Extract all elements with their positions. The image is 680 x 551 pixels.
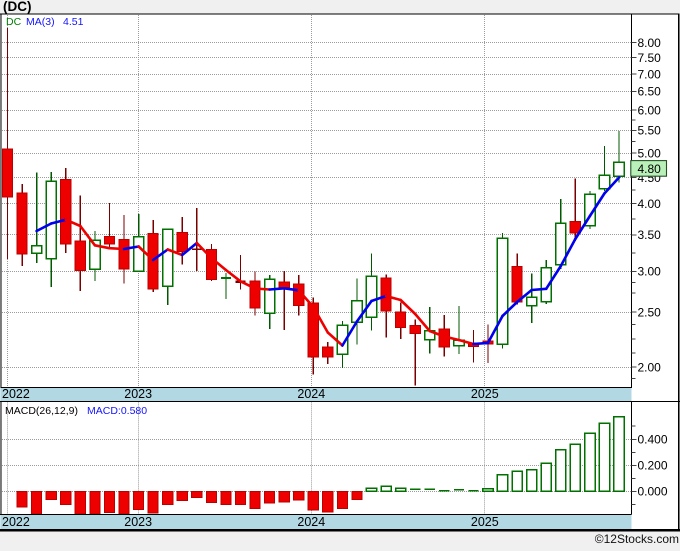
svg-text:0.000: 0.000 — [638, 485, 668, 499]
svg-text:©12Stocks.com: ©12Stocks.com — [595, 532, 679, 546]
svg-text:0.200: 0.200 — [638, 459, 668, 473]
svg-text:2023: 2023 — [124, 387, 152, 401]
svg-text:5.00: 5.00 — [638, 146, 662, 160]
svg-text:2024: 2024 — [297, 387, 325, 401]
svg-text:2025: 2025 — [471, 387, 499, 401]
svg-text:2.50: 2.50 — [638, 305, 662, 319]
svg-text:2024: 2024 — [297, 515, 325, 529]
svg-text:MA(3): MA(3) — [26, 16, 55, 28]
svg-text:6.00: 6.00 — [638, 103, 662, 117]
svg-text:5.50: 5.50 — [638, 124, 662, 138]
svg-text:0.400: 0.400 — [638, 433, 668, 447]
svg-text:4.51: 4.51 — [63, 16, 84, 28]
svg-text:2022: 2022 — [2, 515, 30, 529]
svg-text:DC: DC — [6, 16, 22, 28]
svg-text:8.00: 8.00 — [638, 36, 662, 50]
svg-text:4.80: 4.80 — [638, 162, 662, 176]
svg-text:(DC): (DC) — [3, 0, 32, 14]
svg-text:7.00: 7.00 — [638, 67, 662, 81]
svg-text:4.00: 4.00 — [638, 197, 662, 211]
svg-text:MACD:0.580: MACD:0.580 — [87, 405, 147, 417]
svg-text:MACD(26,12,9): MACD(26,12,9) — [5, 405, 78, 417]
svg-text:3.50: 3.50 — [638, 228, 662, 242]
svg-text:2.00: 2.00 — [638, 360, 662, 374]
svg-text:3.00: 3.00 — [638, 265, 662, 279]
svg-text:6.50: 6.50 — [638, 85, 662, 99]
svg-text:2022: 2022 — [2, 387, 30, 401]
svg-text:2025: 2025 — [471, 515, 499, 529]
svg-text:2023: 2023 — [124, 515, 152, 529]
svg-text:7.50: 7.50 — [638, 51, 662, 65]
